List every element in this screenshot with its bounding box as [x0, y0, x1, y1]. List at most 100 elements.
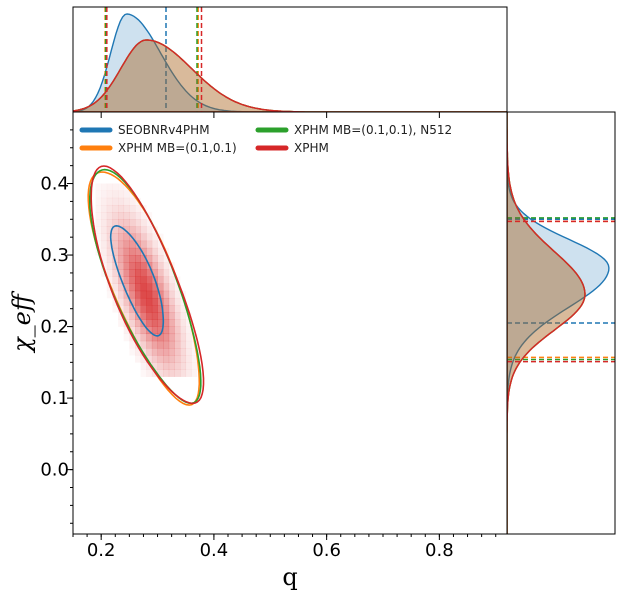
- heatmap-cell: [168, 362, 175, 370]
- heatmap-cell: [106, 276, 113, 284]
- heatmap-cell: [129, 312, 136, 320]
- heatmap-cell: [146, 283, 153, 292]
- heatmap-cell: [163, 262, 170, 270]
- heatmap-cell: [112, 247, 119, 256]
- heatmap-cell: [129, 204, 136, 213]
- heatmap-cell: [135, 219, 141, 227]
- heatmap-cell: [146, 240, 153, 249]
- heatmap-cell: [101, 183, 108, 191]
- heatmap-cell: [96, 184, 102, 191]
- heatmap-cell: [140, 212, 147, 220]
- heatmap-cell: [123, 212, 130, 220]
- heatmap-cell: [157, 276, 164, 284]
- heatmap-cell: [135, 269, 141, 277]
- heatmap-cell: [146, 348, 153, 356]
- heatmap-cell: [185, 369, 192, 377]
- heatmap-cell: [185, 355, 192, 363]
- heatmap-cell: [157, 283, 164, 292]
- heatmap-cell: [106, 247, 113, 256]
- heatmap-cell: [106, 212, 113, 220]
- heatmap-cell: [101, 247, 108, 256]
- heatmap-cell: [112, 190, 119, 199]
- heatmap-cell: [174, 362, 181, 370]
- heatmap-cell: [151, 262, 158, 270]
- heatmap-cell: [118, 255, 125, 263]
- heatmap-cell: [163, 326, 170, 335]
- heatmap-cell: [118, 283, 125, 292]
- heatmap-cell: [151, 312, 158, 320]
- heatmap-cell: [140, 362, 147, 370]
- heatmap-cell: [112, 283, 119, 292]
- legend: SEOBNRv4PHM XPHM MB=(0.1,0.1) XPHM MB=(0.1…: [79, 123, 452, 155]
- heatmap-cell: [123, 312, 130, 320]
- y-tick-labels: 0.0 0.1 0.2 0.3 0.4: [40, 174, 69, 481]
- heatmap-cell: [163, 348, 170, 356]
- heatmap-cell: [146, 319, 153, 327]
- heatmap-cell: [157, 312, 164, 320]
- heatmap-cell: [95, 240, 102, 249]
- heatmap-cell: [95, 197, 102, 206]
- heatmap-cell: [151, 269, 158, 277]
- heatmap-cell: [151, 348, 158, 356]
- heatmap-cell: [112, 233, 119, 242]
- heatmap-cell: [146, 219, 153, 227]
- x-axis-label: q: [282, 563, 297, 591]
- heatmap-cell: [118, 219, 125, 227]
- x-tick-labels: 0.2 0.4 0.6 0.8: [87, 540, 454, 561]
- heatmap-cell: [135, 305, 141, 313]
- x-tick-label: 0.4: [200, 540, 229, 561]
- heatmap-cell: [101, 262, 108, 270]
- heatmap-cell: [118, 290, 125, 299]
- heatmap-cell: [168, 276, 175, 284]
- heatmap-cell: [151, 233, 158, 242]
- heatmap-cell: [157, 262, 164, 270]
- heatmap-cell: [129, 197, 136, 206]
- heatmap-cell: [146, 233, 153, 242]
- heatmap-cell: [135, 262, 141, 270]
- heatmap-cell: [129, 226, 136, 234]
- x-tick-label: 0.2: [87, 540, 116, 561]
- heatmap-cell: [106, 255, 113, 263]
- heatmap-cell: [135, 326, 141, 335]
- heatmap-cell: [157, 355, 164, 363]
- heatmap-cell: [123, 269, 130, 277]
- heatmap-cell: [135, 247, 141, 256]
- heatmap-cell: [112, 305, 119, 313]
- heatmap-cell: [123, 226, 130, 234]
- heatmap-cell: [118, 269, 125, 277]
- heatmap-cell: [180, 297, 187, 306]
- heatmap-cell: [140, 312, 147, 320]
- heatmap-cell: [135, 233, 141, 242]
- heatmap-cell: [163, 355, 170, 363]
- heatmap-cell: [123, 255, 130, 263]
- heatmap-cell: [112, 226, 119, 234]
- heatmap-cell: [163, 362, 170, 370]
- heatmap-cell: [151, 290, 158, 299]
- heatmap-cell: [95, 190, 102, 199]
- chi-eff-marginal-histogram: [507, 112, 615, 534]
- heatmap-cell: [118, 190, 125, 199]
- heatmap-cell: [146, 247, 153, 256]
- heatmap-cell: [123, 297, 130, 306]
- heatmap-cell: [163, 319, 170, 327]
- heatmap-cell: [146, 269, 153, 277]
- heatmap-cell: [168, 348, 175, 356]
- y-tick-label: 0.0: [40, 460, 69, 481]
- heatmap-cell: [151, 297, 158, 306]
- heatmap-cell: [118, 204, 125, 213]
- heatmap-cell: [185, 348, 192, 356]
- q-marginal-histogram: [73, 7, 507, 112]
- heatmap-cell: [174, 369, 181, 377]
- heatmap-cell: [101, 255, 108, 263]
- contour-3: [90, 165, 205, 405]
- heatmap-cell: [123, 247, 130, 256]
- heatmap-cell: [140, 269, 147, 277]
- heatmap-cell: [140, 348, 147, 356]
- heatmap-cell: [140, 283, 147, 292]
- heatmap-cell: [140, 276, 147, 284]
- heatmap-cell: [146, 312, 153, 320]
- heatmap-cell: [112, 290, 119, 299]
- heatmap-cell: [106, 190, 113, 199]
- heatmap-cell: [168, 305, 175, 313]
- heatmap-cell: [174, 355, 181, 363]
